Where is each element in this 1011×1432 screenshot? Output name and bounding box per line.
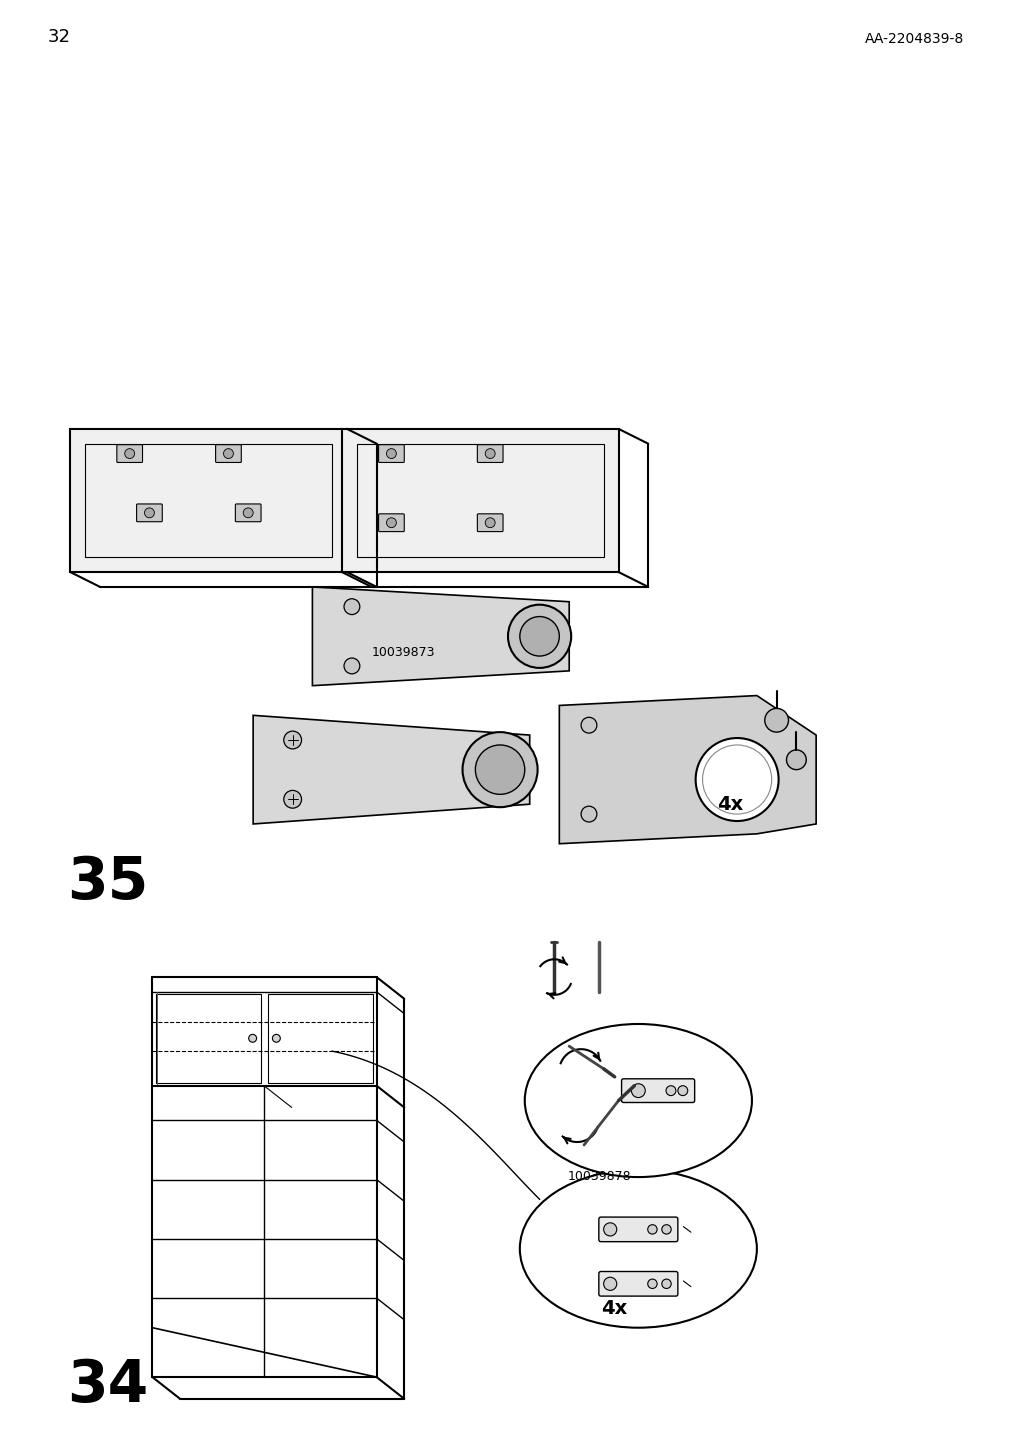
Ellipse shape [525, 1024, 751, 1177]
Circle shape [485, 448, 494, 458]
FancyBboxPatch shape [116, 445, 143, 463]
Circle shape [580, 806, 596, 822]
Text: 32: 32 [48, 27, 71, 46]
Circle shape [661, 1224, 670, 1234]
Text: 10039873: 10039873 [371, 646, 435, 659]
FancyBboxPatch shape [215, 445, 241, 463]
Text: 10039878: 10039878 [567, 1170, 630, 1183]
Circle shape [344, 599, 360, 614]
Circle shape [603, 1223, 616, 1236]
Circle shape [764, 709, 788, 732]
Text: 4x: 4x [601, 1299, 627, 1317]
Polygon shape [559, 696, 815, 843]
FancyBboxPatch shape [477, 514, 502, 531]
Circle shape [386, 448, 396, 458]
FancyBboxPatch shape [236, 504, 261, 521]
FancyBboxPatch shape [599, 1217, 677, 1242]
FancyBboxPatch shape [378, 445, 403, 463]
Text: 4x: 4x [717, 795, 743, 815]
Circle shape [786, 750, 806, 769]
Circle shape [485, 518, 494, 527]
Circle shape [603, 1277, 616, 1290]
Circle shape [249, 1034, 257, 1042]
Circle shape [647, 1224, 656, 1234]
Circle shape [145, 508, 155, 518]
Circle shape [647, 1279, 656, 1289]
Circle shape [508, 604, 570, 667]
Circle shape [344, 659, 360, 674]
FancyBboxPatch shape [136, 504, 162, 521]
Bar [85, 444, 332, 557]
Circle shape [386, 518, 396, 527]
Ellipse shape [520, 1170, 756, 1327]
FancyBboxPatch shape [599, 1272, 677, 1296]
Circle shape [661, 1279, 670, 1289]
Circle shape [695, 737, 777, 821]
Circle shape [631, 1084, 645, 1097]
Circle shape [243, 508, 253, 518]
Circle shape [272, 1034, 280, 1042]
FancyBboxPatch shape [477, 445, 502, 463]
Bar [342, 428, 618, 573]
Bar [156, 994, 260, 1083]
Circle shape [677, 1085, 687, 1095]
Polygon shape [312, 587, 568, 686]
Polygon shape [253, 716, 529, 823]
Circle shape [475, 745, 525, 795]
Bar [71, 428, 347, 573]
FancyBboxPatch shape [621, 1078, 694, 1103]
Circle shape [124, 448, 134, 458]
Text: AA-2204839-8: AA-2204839-8 [864, 32, 963, 46]
Text: 34: 34 [68, 1358, 149, 1415]
Bar [357, 444, 604, 557]
Circle shape [462, 732, 537, 808]
Circle shape [283, 732, 301, 749]
Text: 35: 35 [68, 853, 149, 911]
Circle shape [580, 717, 596, 733]
FancyBboxPatch shape [378, 514, 403, 531]
Circle shape [223, 448, 234, 458]
Circle shape [665, 1085, 675, 1095]
Circle shape [520, 617, 559, 656]
Bar [268, 994, 372, 1083]
Circle shape [283, 790, 301, 808]
